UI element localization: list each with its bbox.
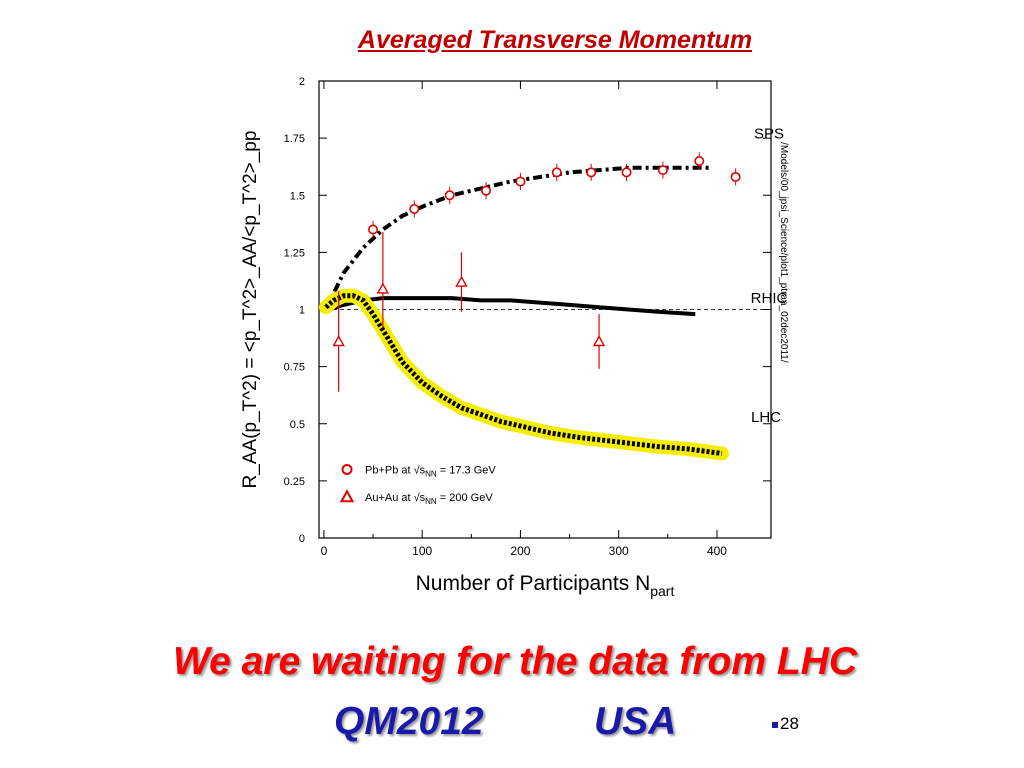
y-tick-label-5: 1.25 — [284, 247, 305, 259]
legend-auau-marker — [339, 489, 355, 503]
pbpb-point — [657, 165, 668, 176]
auau-point — [332, 335, 345, 347]
pbpb-point — [621, 167, 632, 178]
waiting-message: We are waiting for the data from LHC — [172, 640, 858, 683]
lhc-band — [318, 288, 729, 461]
plot-path-label: /Models/00_jpsi_Science/plot1_ptraa_02de… — [778, 142, 789, 363]
pbpb-point — [694, 155, 705, 166]
page-number-container: 28 — [772, 714, 799, 734]
pbpb-point — [551, 167, 562, 178]
x-tick-label-4: 400 — [707, 544, 727, 558]
rhic-label: RHIC — [751, 290, 788, 307]
rhic-curve — [328, 296, 696, 317]
x-tick-label-2: 200 — [510, 544, 530, 558]
pbpb-point — [444, 190, 455, 201]
y-tick-label-7: 1.75 — [284, 133, 305, 145]
legend-pbpb-marker — [341, 463, 353, 475]
pt-ratio-chart: 0 0.25 0.5 0.75 1 1.25 1.5 1.75 2 0 100 200 300 400 SP… — [240, 76, 789, 599]
x-axis-label: Number of Participants Npart — [416, 572, 675, 599]
conference-name: QM2012 — [334, 700, 484, 743]
x-tick-label-3: 300 — [609, 544, 629, 558]
bullet-square-icon — [772, 721, 778, 728]
y-tick-label-4: 1 — [299, 305, 305, 317]
y-axis-label: R_AA(p_T^2) = <p_T^2>_AA/<p_T^2>_pp — [240, 131, 261, 489]
pbpb-point — [368, 224, 379, 235]
x-tick-label-1: 100 — [412, 544, 432, 558]
y-tick-label-2: 0.5 — [290, 419, 305, 431]
y-tick-label-6: 1.5 — [290, 190, 305, 202]
y-tick-label-3: 0.75 — [284, 362, 305, 374]
page-number: 28 — [780, 714, 799, 733]
auau-point — [455, 275, 468, 287]
pbpb-point — [409, 203, 420, 214]
conference-location: USA — [594, 700, 677, 743]
sps-label: SPS — [754, 126, 784, 143]
pbpb-point — [481, 185, 492, 196]
auau-point — [592, 335, 606, 347]
y-tick-label-8: 2 — [299, 76, 305, 88]
lhc-curve — [324, 293, 723, 456]
legend-auau-label: Au+Au at √sNN = 200 GeV — [365, 492, 493, 506]
pbpb-point — [515, 176, 526, 187]
auau-point — [376, 282, 390, 294]
x-tick-label-0: 0 — [321, 544, 328, 558]
y-tick-label-1: 0.25 — [284, 476, 305, 488]
lhc-label: LHC — [751, 409, 781, 426]
pbpb-point — [586, 167, 597, 178]
pbpb-point — [730, 171, 741, 182]
y-tick-label-0: 0 — [299, 533, 305, 545]
slide-title: Averaged Transverse Momentum — [357, 26, 753, 54]
sps-curve — [324, 165, 712, 311]
legend-pbpb-label: Pb+Pb at √sNN = 17.3 GeV — [365, 464, 496, 478]
